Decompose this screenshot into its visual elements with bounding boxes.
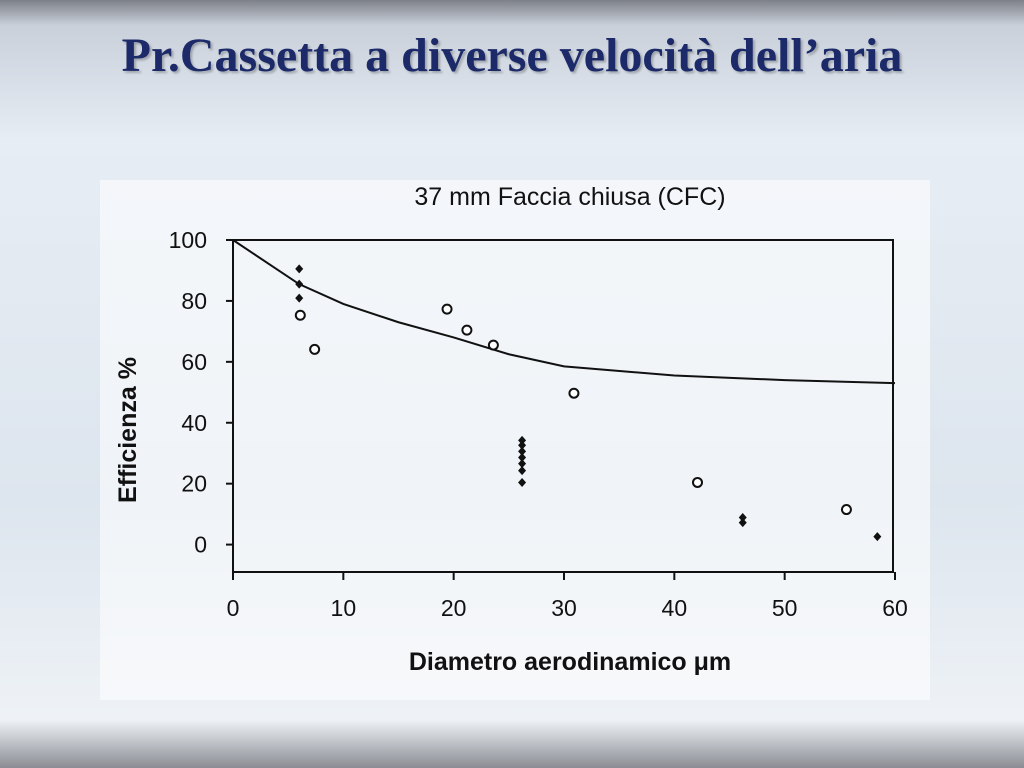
chart-background bbox=[100, 180, 930, 700]
open-circle-point bbox=[309, 343, 321, 355]
diamond-point bbox=[738, 512, 747, 522]
x-tick-label: 60 bbox=[882, 595, 908, 621]
y-tick-label: 0 bbox=[194, 532, 207, 558]
open-circle-point bbox=[461, 324, 473, 336]
chart-title: 37 mm Faccia chiusa (CFC) bbox=[414, 183, 725, 211]
x-tick-label: 10 bbox=[331, 595, 357, 621]
x-axis-label: Diametro aerodinamico μm bbox=[409, 648, 731, 676]
diamond-point bbox=[518, 466, 527, 476]
open-circle-point bbox=[487, 339, 499, 351]
x-tick-label: 30 bbox=[551, 595, 577, 621]
y-tick-label: 80 bbox=[181, 288, 207, 314]
diamond-point bbox=[518, 435, 527, 445]
y-tick-label: 20 bbox=[181, 471, 207, 497]
x-tick-label: 50 bbox=[772, 595, 798, 621]
diamond-point bbox=[295, 279, 304, 289]
open-circle-point bbox=[568, 387, 580, 399]
y-axis-label: Efficienza % bbox=[114, 357, 142, 503]
diamond-point bbox=[518, 452, 527, 462]
diamond-point bbox=[518, 440, 527, 450]
x-tick-label: 40 bbox=[662, 595, 688, 621]
diamond-point bbox=[295, 293, 304, 303]
curve bbox=[232, 239, 896, 385]
diamond-point bbox=[738, 518, 747, 528]
diamond-point bbox=[518, 459, 527, 469]
y-tick-label: 100 bbox=[169, 227, 207, 253]
diamond-point bbox=[295, 264, 304, 274]
open-circle-point bbox=[441, 303, 453, 315]
open-circle-point bbox=[692, 476, 704, 488]
y-tick-label: 40 bbox=[181, 410, 207, 436]
diamond-point bbox=[873, 532, 882, 542]
open-circle-point bbox=[294, 309, 306, 321]
x-tick-label: 0 bbox=[227, 595, 240, 621]
slide-title: Pr.Cassetta a diverse velocità dell’aria bbox=[121, 29, 903, 82]
x-tick-label: 20 bbox=[441, 595, 467, 621]
y-tick-label: 60 bbox=[181, 349, 207, 375]
diamond-point bbox=[518, 446, 527, 456]
diamond-point bbox=[518, 477, 527, 487]
open-circle-point bbox=[840, 504, 852, 516]
